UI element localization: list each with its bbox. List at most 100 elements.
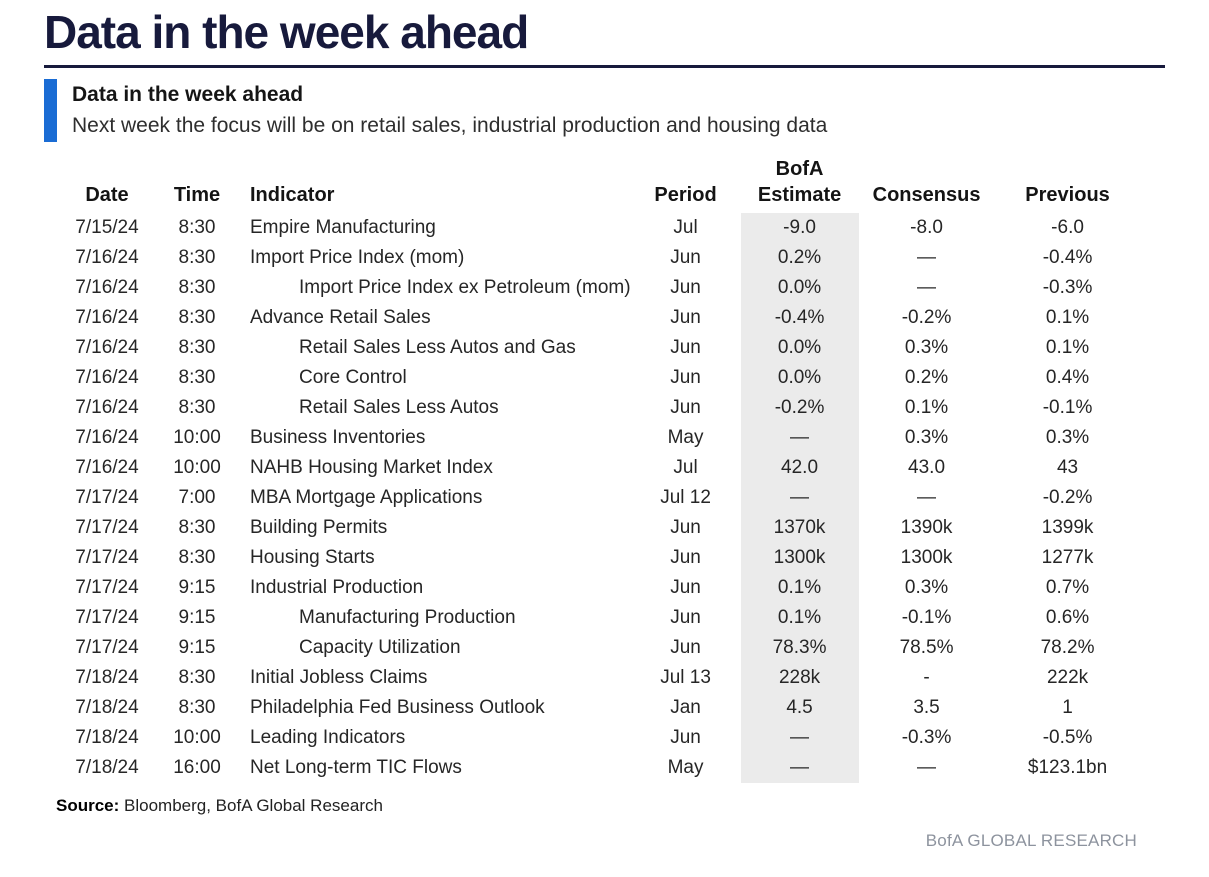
cell-estimate: — [740, 723, 859, 754]
table-row: 7/17/24 9:15 Capacity Utilization Jun 78.3% 7… [56, 633, 1141, 664]
cell-indicator: Building Permits [250, 517, 388, 539]
cell-indicator: Net Long-term TIC Flows [250, 757, 462, 779]
report-page: Data in the week ahead Data in the week … [44, 6, 1165, 850]
cell-estimate: 0.0% [740, 273, 859, 304]
cell-time: 8:30 [178, 337, 216, 359]
source-label: Source: [56, 796, 120, 816]
cell-time: 16:00 [173, 757, 221, 779]
cell-period: Jun [670, 337, 701, 359]
cell-estimate: 0.2% [740, 243, 859, 274]
cell-period: Jun [670, 637, 701, 659]
page-title: Data in the week ahead [44, 6, 529, 58]
cell-previous: -0.5% [1042, 727, 1093, 749]
table-row: 7/18/24 8:30 Initial Jobless Claims Jul 13 2… [56, 663, 1141, 694]
cell-time: 9:15 [178, 607, 216, 629]
cell-previous: 1 [1062, 697, 1073, 719]
cell-period: Jun [670, 247, 701, 269]
table-row: 7/18/24 16:00 Net Long-term TIC Flows May — —… [56, 753, 1141, 784]
cell-consensus: 43.0 [908, 457, 946, 479]
economic-calendar-table: Date Time Indicator Period BofA Estimate… [56, 156, 1141, 784]
cell-period: Jul 12 [660, 487, 711, 509]
cell-period: Jun [670, 607, 701, 629]
cell-time: 8:30 [178, 367, 216, 389]
cell-estimate: 1370k [740, 513, 859, 544]
cell-date: 7/17/24 [75, 487, 139, 509]
table-row: 7/16/24 8:30 Retail Sales Less Autos Jun -0.… [56, 393, 1141, 424]
cell-indicator: Initial Jobless Claims [250, 667, 428, 689]
cell-previous: 78.2% [1040, 637, 1095, 659]
cell-consensus: 0.3% [904, 337, 949, 359]
cell-time: 10:00 [173, 727, 221, 749]
cell-previous: 1277k [1041, 547, 1094, 569]
cell-consensus: 0.2% [904, 367, 949, 389]
cell-consensus: 3.5 [913, 697, 940, 719]
cell-indicator: MBA Mortgage Applications [250, 487, 483, 509]
cell-estimate: -0.4% [740, 303, 859, 334]
cell-previous: 0.3% [1045, 427, 1090, 449]
cell-indicator: Housing Starts [250, 547, 375, 569]
cell-indicator: Manufacturing Production [299, 607, 516, 629]
cell-period: Jun [670, 397, 701, 419]
table-row: 7/17/24 9:15 Industrial Production Jun 0.1% 0… [56, 573, 1141, 604]
cell-previous: 1399k [1041, 517, 1094, 539]
header-consensus: Consensus [872, 184, 981, 207]
header-time: Time [173, 184, 221, 207]
cell-previous: -0.2% [1042, 487, 1093, 509]
header-period: Period [654, 184, 717, 207]
table-row: 7/17/24 7:00 MBA Mortgage Applications Jul … [56, 483, 1141, 514]
cell-previous: 0.1% [1045, 307, 1090, 329]
cell-consensus: -0.2% [901, 307, 952, 329]
cell-indicator: Import Price Index (mom) [250, 247, 465, 269]
cell-indicator: NAHB Housing Market Index [250, 457, 493, 479]
cell-consensus: — [917, 487, 937, 509]
cell-estimate: — [740, 423, 859, 454]
cell-period: Jul [673, 217, 698, 239]
cell-consensus: 1300k [900, 547, 953, 569]
callout-description: Next week the focus will be on retail sa… [72, 113, 828, 137]
cell-estimate: — [740, 753, 859, 784]
cell-date: 7/18/24 [75, 727, 139, 749]
cell-time: 8:30 [178, 667, 216, 689]
cell-time: 7:00 [178, 487, 216, 509]
cell-time: 9:15 [178, 637, 216, 659]
cell-date: 7/16/24 [75, 247, 139, 269]
table-row: 7/18/24 8:30 Philadelphia Fed Business Out… [56, 693, 1141, 724]
callout-text: Data in the week ahead Next week the foc… [72, 79, 827, 142]
summary-callout: Data in the week ahead Next week the foc… [44, 79, 1165, 143]
cell-estimate: 228k [740, 663, 859, 694]
cell-date: 7/17/24 [75, 577, 139, 599]
cell-estimate: 78.3% [740, 633, 859, 664]
cell-date: 7/16/24 [75, 367, 139, 389]
header-date: Date [85, 184, 129, 207]
cell-time: 8:30 [178, 217, 216, 239]
table-row: 7/18/24 10:00 Leading Indicators Jun — -0.3% -… [56, 723, 1141, 754]
cell-time: 8:30 [178, 517, 216, 539]
cell-date: 7/16/24 [75, 397, 139, 419]
cell-consensus: -0.3% [901, 727, 952, 749]
cell-date: 7/18/24 [75, 757, 139, 779]
cell-previous: -6.0 [1051, 217, 1084, 239]
table-row: 7/16/24 8:30 Import Price Index (mom) Jun 0.… [56, 243, 1141, 274]
cell-date: 7/17/24 [75, 517, 139, 539]
cell-indicator: Retail Sales Less Autos [299, 397, 499, 419]
cell-previous: -0.3% [1042, 277, 1093, 299]
cell-consensus: — [917, 757, 937, 779]
cell-indicator: Retail Sales Less Autos and Gas [299, 337, 576, 359]
table-row: 7/17/24 8:30 Building Permits Jun 1370k 1390k… [56, 513, 1141, 544]
cell-consensus: 0.1% [904, 397, 949, 419]
cell-period: Jun [670, 727, 701, 749]
table-row: 7/16/24 8:30 Advance Retail Sales Jun -0.4% -… [56, 303, 1141, 334]
cell-previous: 0.7% [1045, 577, 1090, 599]
cell-period: Jun [670, 367, 701, 389]
cell-date: 7/16/24 [75, 307, 139, 329]
table-row: 7/17/24 8:30 Housing Starts Jun 1300k 1300k 12… [56, 543, 1141, 574]
cell-time: 8:30 [178, 697, 216, 719]
cell-time: 10:00 [173, 457, 221, 479]
accent-bar [44, 79, 57, 143]
cell-previous: -0.4% [1042, 247, 1093, 269]
title-divider [44, 65, 1165, 69]
cell-period: Jun [670, 307, 701, 329]
table-body: 7/15/24 8:30 Empire Manufacturing Jul -9.0 -8… [56, 213, 1141, 784]
table-row: 7/16/24 10:00 Business Inventories May — 0.3%… [56, 423, 1141, 454]
cell-previous: 222k [1046, 667, 1089, 689]
